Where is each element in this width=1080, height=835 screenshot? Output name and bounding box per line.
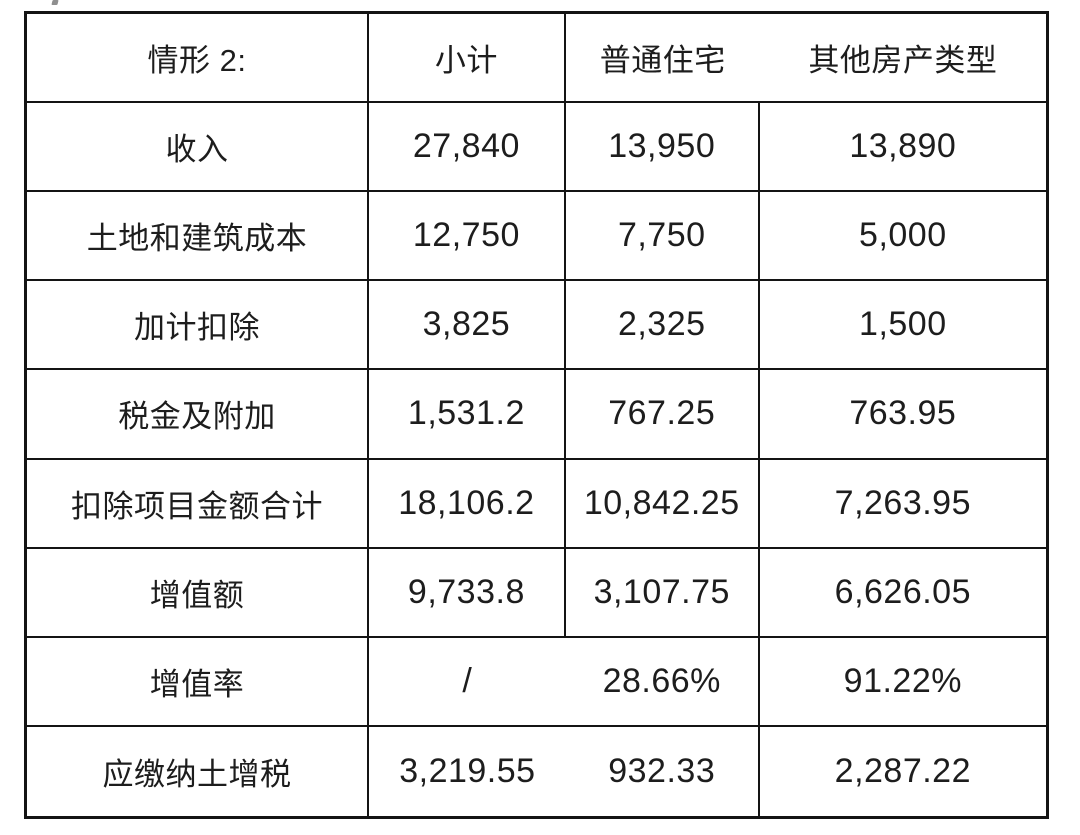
cell-subtotal: 27,840 xyxy=(368,103,566,193)
cell-subtotal: 1,531.2 xyxy=(368,370,566,460)
header-ordinary-residence: 普通住宅 xyxy=(565,14,760,104)
cell-other: 13,890 xyxy=(759,103,1046,193)
cell-ordinary: 767.25 xyxy=(565,370,760,460)
cell-ordinary: 932.33 xyxy=(566,726,760,816)
row-label: 增值额 xyxy=(27,548,369,638)
cell-subtotal: 9,733.8 xyxy=(368,548,566,638)
row-label: 扣除项目金额合计 xyxy=(27,459,369,549)
cell-other: 5,000 xyxy=(759,192,1046,282)
cell-ordinary: 7,750 xyxy=(565,192,760,282)
row-label: 收入 xyxy=(27,103,369,193)
cell-ordinary: 28.66% xyxy=(565,637,760,727)
cell-other: 91.22% xyxy=(759,638,1046,727)
cell-subtotal: 3,825 xyxy=(368,281,566,371)
cell-subtotal: 3,219.55 xyxy=(399,751,536,790)
header-scenario: 情形 2: xyxy=(27,14,369,104)
cell-other: 6,626.05 xyxy=(759,549,1046,638)
cell-other: 1,500 xyxy=(759,281,1046,371)
cell-other: 7,263.95 xyxy=(759,460,1046,549)
row-label: 税金及附加 xyxy=(27,370,369,460)
row-label: 增值率 xyxy=(27,637,369,727)
row-label: 应缴纳土增税 xyxy=(27,726,369,816)
cell-other: 2,287.22 xyxy=(834,751,972,790)
cell-other: 763.95 xyxy=(759,370,1046,460)
land-vat-table: 情形 2: 小计 普通住宅 其他房产类型 收入 27,840 13,950 13… xyxy=(24,11,1049,819)
cell-subtotal: / xyxy=(368,638,566,727)
cell-subtotal: 12,750 xyxy=(368,192,566,282)
cell-ordinary: 3,107.75 xyxy=(565,548,760,638)
clipped-text-fragment xyxy=(51,0,59,5)
header-other-property-type: 其他房产类型 xyxy=(759,14,1046,104)
row-label: 加计扣除 xyxy=(27,281,369,371)
row-label: 土地和建筑成本 xyxy=(27,192,369,282)
cell-ordinary: 2,325 xyxy=(565,281,760,371)
header-subtotal: 小计 xyxy=(368,14,566,104)
cell-ordinary: 13,950 xyxy=(565,103,760,193)
cell-ordinary: 10,842.25 xyxy=(565,459,760,549)
cell-subtotal: 18,106.2 xyxy=(368,459,566,549)
